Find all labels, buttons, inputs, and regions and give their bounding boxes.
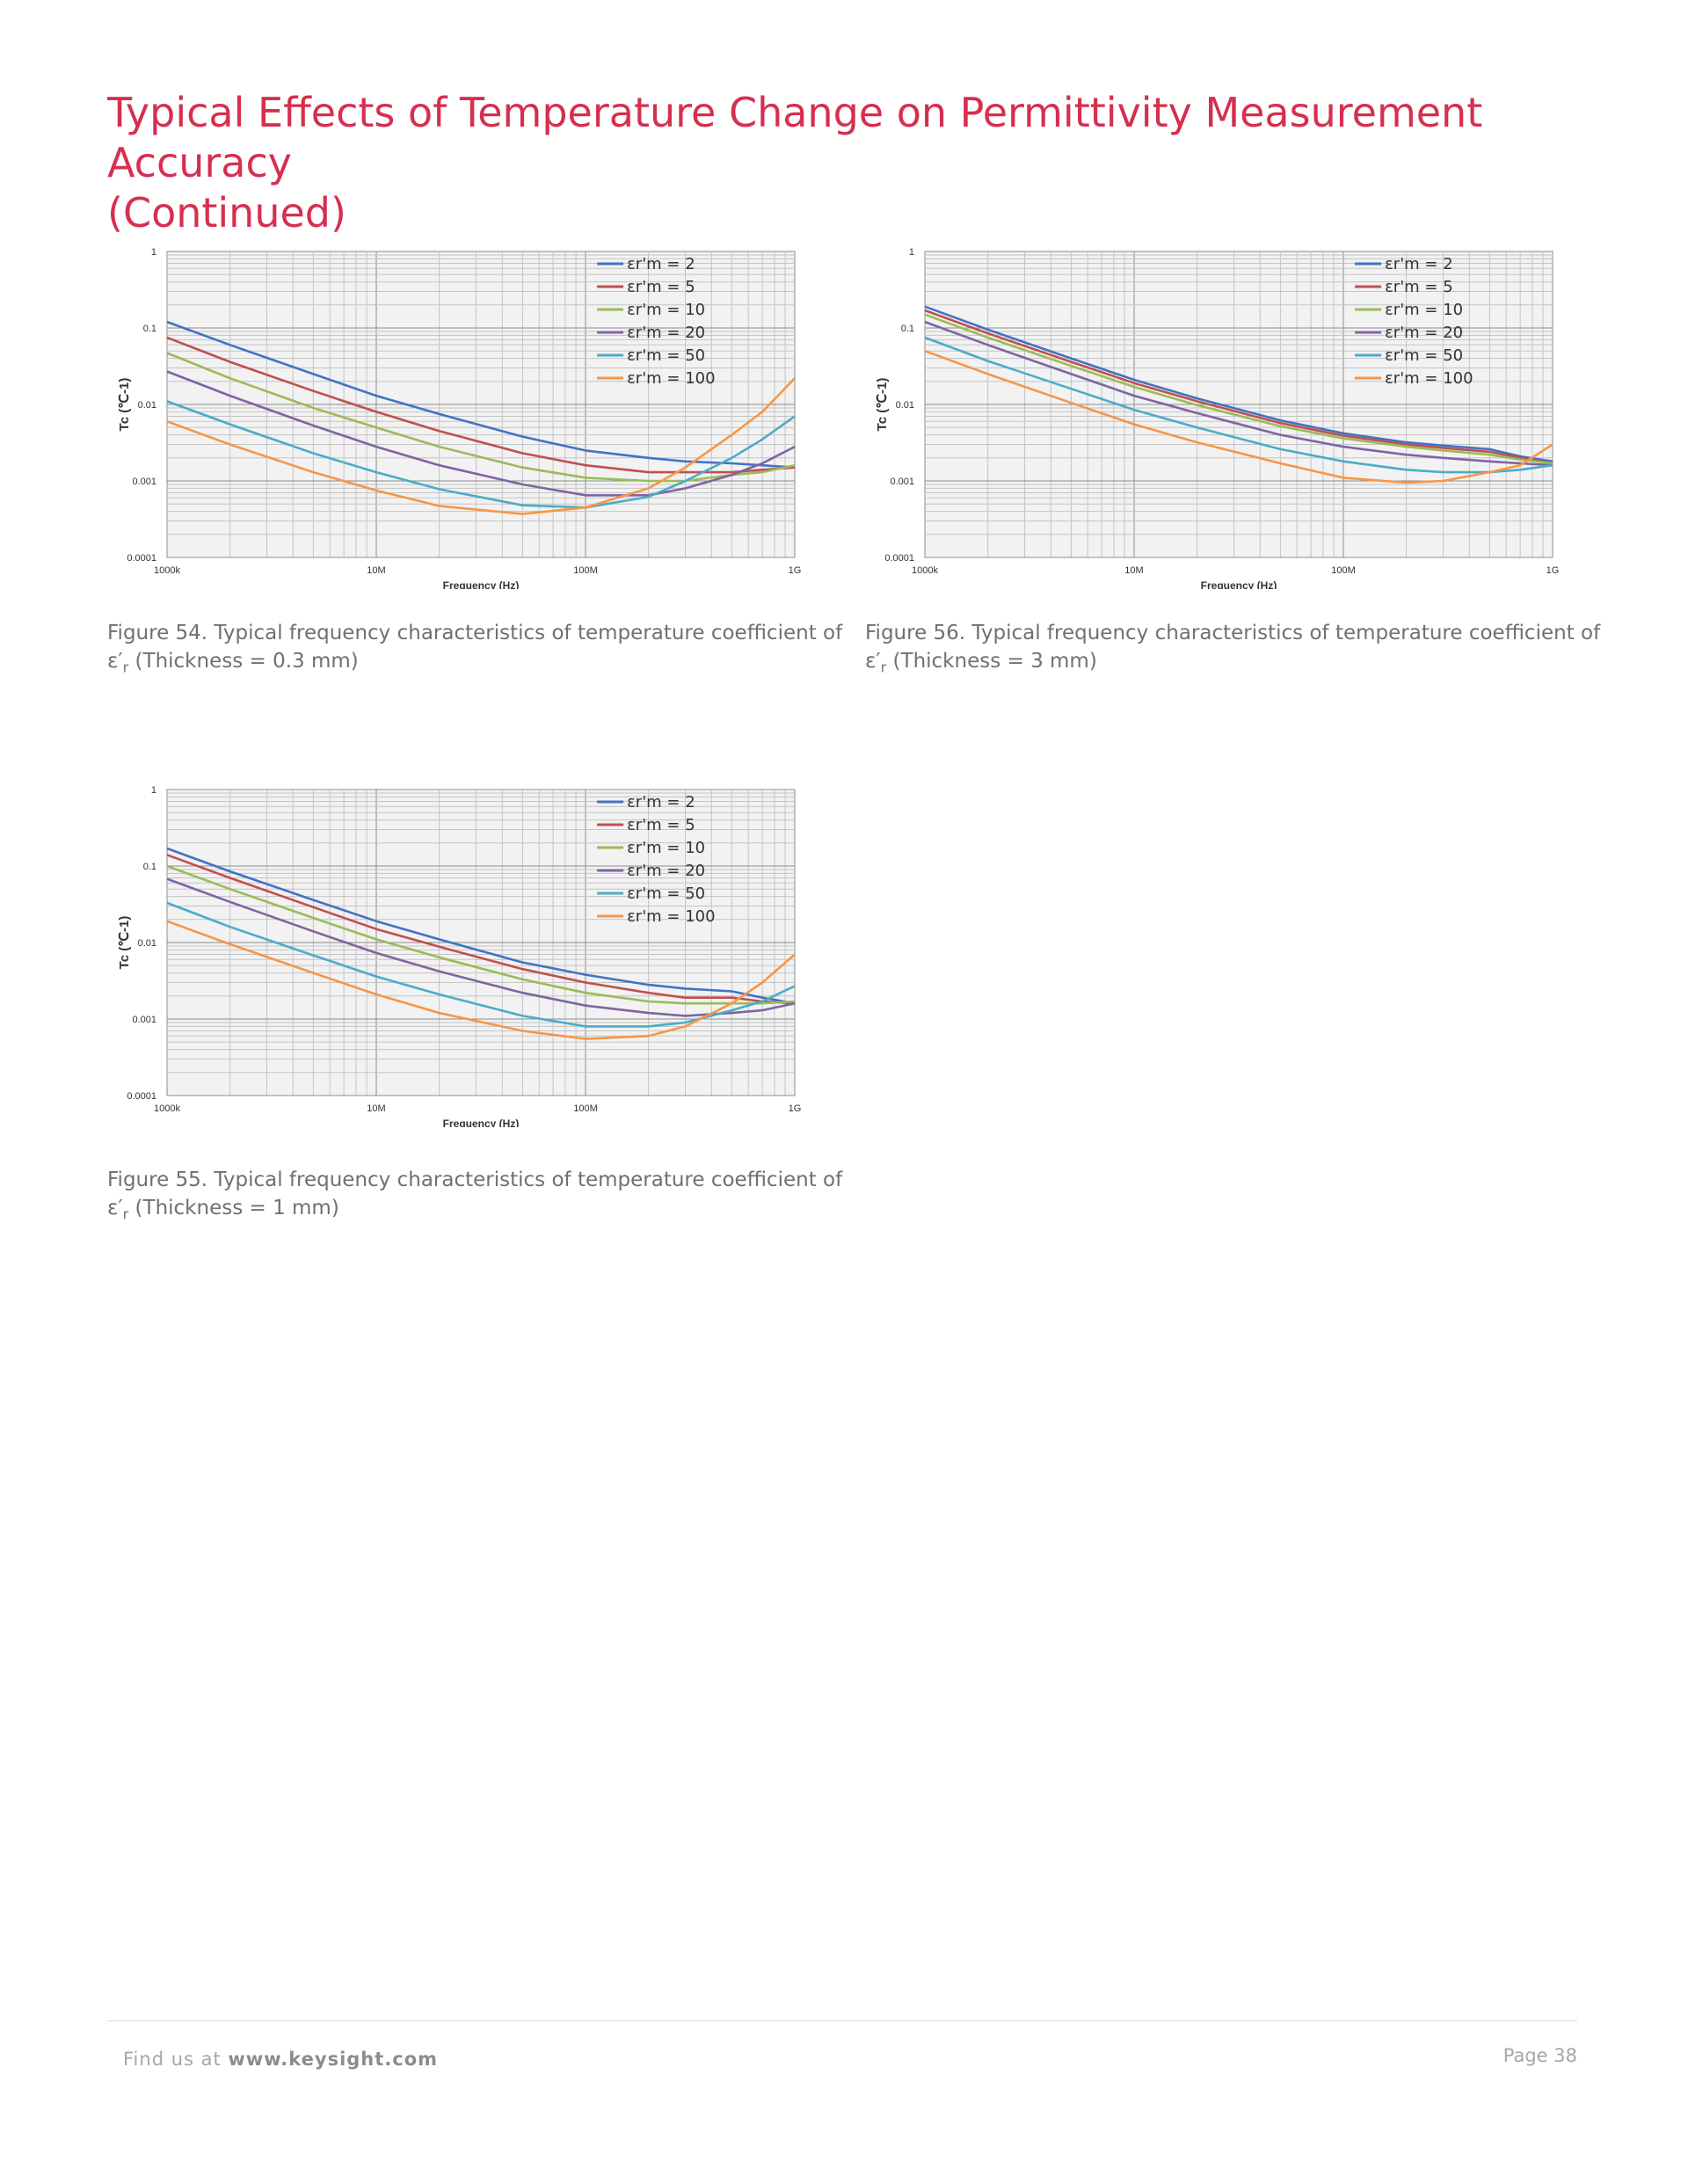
y-tick-label: 0.0001 bbox=[127, 553, 156, 564]
series-line-3 bbox=[924, 313, 1553, 465]
x-tick-label: 1G bbox=[1546, 565, 1560, 576]
legend-entry: εr'm = 5 bbox=[1385, 278, 1453, 296]
x-tick-label: 1G bbox=[789, 1103, 802, 1114]
y-tick-label: 0.01 bbox=[138, 938, 156, 949]
legend-entry: εr'm = 2 bbox=[1385, 255, 1453, 273]
series-line-6 bbox=[166, 920, 796, 1040]
y-tick-label: 1 bbox=[151, 785, 156, 796]
figure-56-caption-line-1: Figure 56. Typical frequency characteris… bbox=[865, 622, 1601, 644]
footer-divider bbox=[107, 2020, 1577, 2021]
y-tick-label: 0.01 bbox=[896, 400, 914, 411]
series-line-5 bbox=[166, 901, 796, 1028]
y-tick-label: 1 bbox=[151, 247, 156, 258]
series-line-1 bbox=[166, 847, 796, 1005]
y-tick-label: 0.001 bbox=[890, 477, 914, 487]
epsilon-symbol: ε′r bbox=[107, 650, 129, 676]
figure-56-chart: 1 0.1 0.01 0.001 0.0001 1000k 10M 100M 1G Frequen… bbox=[865, 237, 1595, 589]
figure-54-caption-line-1: Figure 54. Typical frequency characteris… bbox=[107, 622, 843, 644]
legend-entry: εr'm = 50 bbox=[627, 346, 705, 365]
figure-55-chart: 1 0.1 0.01 0.001 0.0001 1000k 10M 100M 1G Frequen… bbox=[107, 775, 837, 1127]
legend-entry: εr'm = 2 bbox=[627, 793, 695, 812]
y-tick-label: 0.0001 bbox=[127, 1091, 156, 1102]
legend-entry: εr'm = 100 bbox=[627, 369, 716, 388]
legend-entry: εr'm = 10 bbox=[627, 301, 705, 319]
legend-entry: εr'm = 100 bbox=[1385, 369, 1473, 388]
grid bbox=[166, 790, 795, 1096]
epsilon-symbol: ε′r bbox=[107, 1197, 129, 1223]
x-tick-label: 10M bbox=[1124, 565, 1143, 576]
series-line-4 bbox=[166, 370, 796, 497]
legend-entry: εr'm = 20 bbox=[1385, 324, 1463, 342]
y-tick-label: 0.1 bbox=[143, 324, 156, 334]
x-tick-label: 10M bbox=[367, 565, 385, 576]
y-tick-label: 1 bbox=[909, 247, 914, 258]
footer-website-link[interactable]: www.keysight.com bbox=[228, 2049, 439, 2070]
legend-entry: εr'm = 5 bbox=[627, 278, 695, 296]
series-line-2 bbox=[924, 309, 1553, 465]
y-tick-label: 0.1 bbox=[143, 862, 156, 872]
x-tick-label: 1000k bbox=[154, 1103, 180, 1114]
series-line-6 bbox=[924, 349, 1553, 484]
legend-entry: εr'm = 100 bbox=[627, 907, 716, 926]
x-axis-label: Frequency (Hz) bbox=[1201, 579, 1277, 589]
x-tick-label: 100M bbox=[1331, 565, 1356, 576]
page-title-line-2: (Continued) bbox=[107, 189, 346, 237]
series-line-1 bbox=[166, 320, 796, 469]
y-axis-label: Tc (℃-1) bbox=[117, 916, 132, 970]
series-line-4 bbox=[924, 320, 1553, 467]
page-title: Typical Effects of Temperature Change on… bbox=[107, 88, 1602, 238]
legend-entry: εr'm = 20 bbox=[627, 324, 705, 342]
y-axis-label: Tc (℃-1) bbox=[117, 378, 132, 432]
figure-54-caption-line-2: ε′r (Thickness = 0.3 mm) bbox=[107, 650, 359, 676]
y-axis-label: Tc (℃-1) bbox=[875, 378, 890, 432]
grid bbox=[924, 251, 1553, 558]
x-tick-label: 100M bbox=[573, 1103, 598, 1114]
figure-55-caption: Figure 55. Typical frequency characteris… bbox=[107, 1166, 881, 1229]
series-line-6 bbox=[166, 377, 796, 515]
footer-website: Find us at www.keysight.com bbox=[123, 2049, 439, 2070]
y-tick-label: 0.0001 bbox=[884, 553, 914, 564]
x-axis-label: Frequency (Hz) bbox=[443, 579, 520, 589]
series-line-3 bbox=[166, 864, 796, 1005]
figure-56-caption-line-2: ε′r (Thickness = 3 mm) bbox=[865, 650, 1097, 676]
legend: εr'm = 2 εr'm = 5 εr'm = 10 εr'm = 20 εr'm =… bbox=[1355, 255, 1473, 388]
y-tick-label: 0.1 bbox=[901, 324, 914, 334]
legend-entry: εr'm = 10 bbox=[627, 839, 705, 857]
series-line-5 bbox=[166, 400, 796, 509]
x-tick-label: 1000k bbox=[912, 565, 938, 576]
legend-entry: εr'm = 50 bbox=[627, 885, 705, 903]
y-tick-label: 0.001 bbox=[132, 477, 156, 487]
series-line-3 bbox=[166, 352, 796, 483]
figure-55-caption-line-1: Figure 55. Typical frequency characteris… bbox=[107, 1168, 843, 1191]
figure-54-chart: 1 0.1 0.01 0.001 0.0001 1000k 10M 100M 1G Frequen… bbox=[107, 237, 837, 589]
figure-55-caption-line-2: ε′r (Thickness = 1 mm) bbox=[107, 1197, 339, 1223]
series-line-1 bbox=[924, 305, 1553, 463]
legend: εr'm = 2 εr'm = 5 εr'm = 10 εr'm = 20 εr'm =… bbox=[597, 255, 716, 388]
y-tick-label: 0.01 bbox=[138, 400, 156, 411]
grid bbox=[166, 251, 795, 558]
legend-entry: εr'm = 5 bbox=[627, 816, 695, 834]
figure-56-caption: Figure 56. Typical frequency characteris… bbox=[865, 619, 1639, 682]
legend-entry: εr'm = 2 bbox=[627, 255, 695, 273]
series-line-4 bbox=[166, 877, 796, 1017]
x-axis-label: Frequency (Hz) bbox=[443, 1117, 520, 1127]
page-title-line-1: Typical Effects of Temperature Change on… bbox=[107, 89, 1483, 186]
legend-entry: εr'm = 20 bbox=[627, 862, 705, 880]
x-tick-label: 10M bbox=[367, 1103, 385, 1114]
legend-entry: εr'm = 50 bbox=[1385, 346, 1463, 365]
legend: εr'm = 2 εr'm = 5 εr'm = 10 εr'm = 20 εr'm =… bbox=[597, 793, 716, 926]
y-tick-label: 0.001 bbox=[132, 1015, 156, 1025]
legend-entry: εr'm = 10 bbox=[1385, 301, 1463, 319]
epsilon-symbol: ε′r bbox=[865, 650, 887, 676]
page-number: Page 38 bbox=[1502, 2045, 1577, 2066]
x-tick-label: 100M bbox=[573, 565, 598, 576]
x-tick-label: 1000k bbox=[154, 565, 180, 576]
figure-54-caption: Figure 54. Typical frequency characteris… bbox=[107, 619, 881, 682]
series-line-2 bbox=[166, 854, 796, 1005]
x-tick-label: 1G bbox=[789, 565, 802, 576]
